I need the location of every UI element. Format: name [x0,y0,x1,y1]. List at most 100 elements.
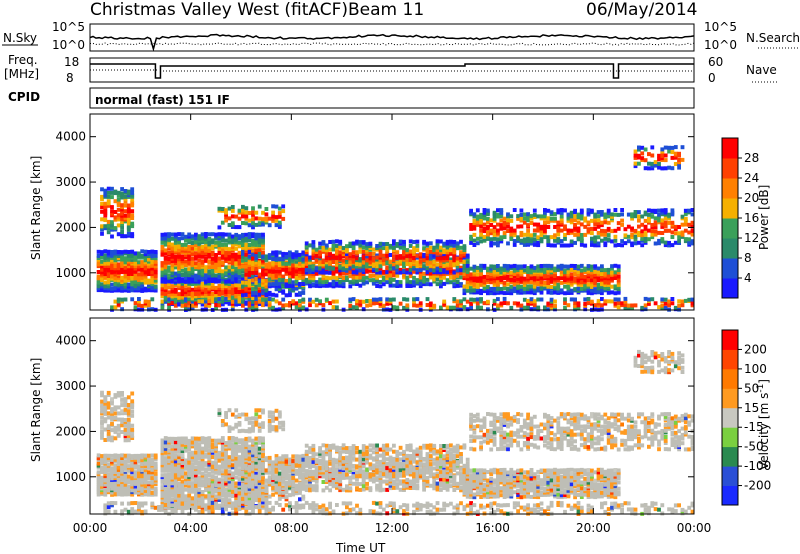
scatter-cell [677,157,681,162]
scatter-cell [153,471,158,476]
scatter-cell [123,288,128,293]
scatter-cell [482,274,487,279]
scatter-cell [153,453,158,458]
scatter-cell [472,212,477,217]
scatter-cell [579,280,584,285]
scatter-cell [96,482,101,487]
scatter-cell [301,254,306,259]
scatter-cell [147,474,151,479]
scatter-cell [509,226,514,231]
scatter-cell [133,509,138,514]
scatter-cell [214,297,218,302]
scatter-cell [184,275,188,280]
scatter-cell [516,224,520,229]
scatter-cell [492,298,497,303]
scatter-cell [610,264,614,269]
scatter-cell [126,262,131,266]
scatter-cell [180,287,185,292]
scatter-cell [660,231,665,235]
scatter-cell [375,301,379,305]
scatter-cell [546,301,551,306]
scatter-cell [321,276,326,281]
scatter-cell [120,220,124,224]
scatter-cell [170,263,175,268]
scatter-cell [143,472,148,477]
scatter-cell [251,232,255,237]
scatter-cell [653,225,658,230]
scatter-cell [442,256,447,261]
scatter-cell [432,245,437,250]
scatter-cell [204,258,208,263]
scatter-cell [147,268,151,273]
scatter-cell [516,301,520,306]
scatter-cell [318,279,322,284]
scatter-cell [559,280,564,285]
scatter-cell [163,467,168,471]
scatter-cell [126,264,131,269]
scatter-cell [130,234,135,239]
scatter-cell [254,262,259,267]
scatter-cell [633,303,638,308]
scatter-cell [163,255,168,260]
scatter-cell [271,261,275,266]
scatter-cell [180,300,185,305]
beam-label: Beam 11 [348,0,424,20]
scatter-cell [207,299,212,304]
scatter-cell [133,457,138,462]
scatter-cell [271,216,275,221]
scatter-cell [633,241,638,246]
scatter-cell [563,224,567,229]
scatter-cell [526,239,530,243]
scatter-cell [177,487,181,492]
scatter-cell [667,243,671,248]
scatter-cell [425,241,430,246]
scatter-cell [532,237,537,242]
scatter-cell [230,221,235,226]
scatter-cell [298,291,302,296]
scatter-cell [160,446,165,451]
scatter-cell [643,239,648,243]
scatter-cell [173,232,178,237]
scatter-cell [130,492,135,497]
scatter-cell [100,197,104,202]
scatter-cell [657,241,661,246]
scatter-cell [197,290,202,295]
scatter-cell [620,243,624,248]
scatter-cell [600,232,604,237]
scatter-cell [559,288,564,293]
scatter-cell [261,238,265,243]
scatter-cell [670,220,675,225]
scatter-cell [405,270,410,275]
scatter-cell [147,257,151,262]
scatter-cell [167,436,171,441]
scatter-cell [596,230,601,235]
scatter-cell [324,248,329,253]
scatter-cell [204,290,208,294]
scatter-cell [234,261,239,266]
scatter-cell [261,274,265,279]
scatter-cell [301,250,306,255]
scatter-cell [405,282,410,287]
scatter-cell [499,268,504,273]
scatter-cell [217,289,222,294]
scatter-cell [184,303,188,308]
scatter-cell [516,288,520,293]
scatter-cell [452,297,457,302]
scatter-cell [532,215,537,219]
scatter-cell [153,476,158,481]
scatter-cell [536,276,541,281]
scatter-cell [546,225,551,229]
scatter-cell [113,501,118,506]
scatter-cell [100,432,104,437]
scatter-cell [140,253,145,258]
scatter-cell [492,287,497,291]
scatter-cell [173,271,178,276]
scatter-cell [657,216,661,221]
scatter-cell [345,268,349,273]
scatter-cell [563,236,567,241]
scatter-cell [244,268,249,273]
scatter-cell [502,263,507,268]
scatter-cell [556,227,561,232]
scatter-cell [606,214,611,219]
